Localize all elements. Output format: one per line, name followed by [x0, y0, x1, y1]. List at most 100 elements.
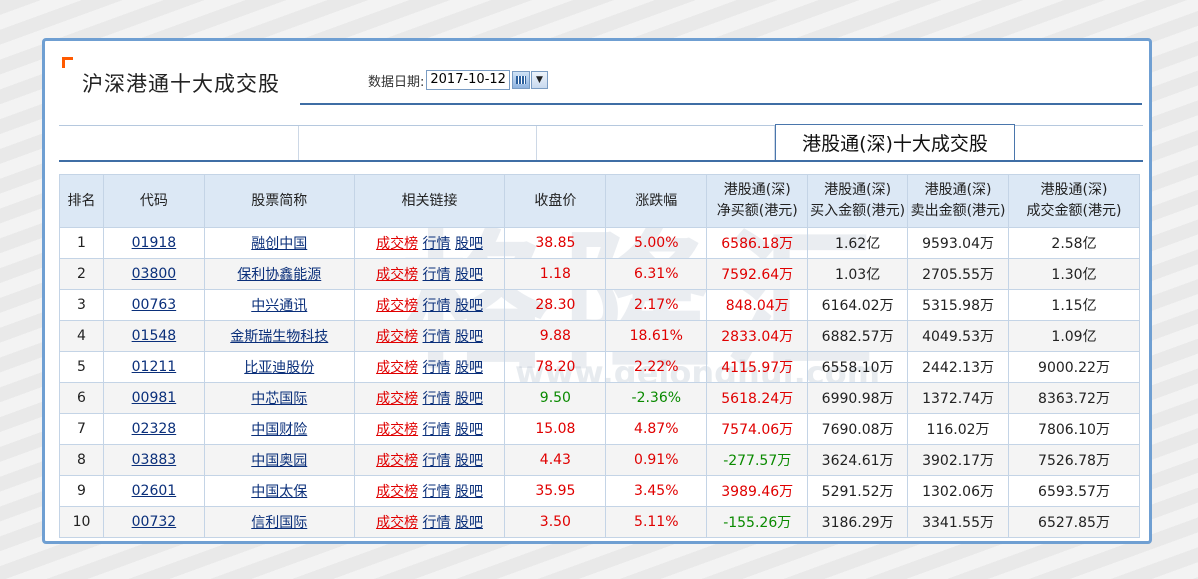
rank-cell: 6: [59, 382, 104, 414]
code-cell: 03883: [102, 444, 205, 476]
quote-link[interactable]: 行情: [422, 360, 451, 376]
table-row: 5 01211 比亚迪股份 成交榜 行情 股吧 78.20 2.22% 4115.97万 65…: [59, 351, 1140, 383]
forum-link[interactable]: 股吧: [454, 391, 483, 407]
stock-name-link[interactable]: 中芯国际: [251, 391, 308, 407]
turnover-cell: 1.09亿: [1008, 320, 1140, 352]
turnover-rank-link[interactable]: 成交榜: [376, 267, 419, 283]
close-price-cell: 9.50: [504, 382, 607, 414]
turnover-rank-link[interactable]: 成交榜: [376, 329, 419, 345]
forum-link[interactable]: 股吧: [454, 298, 483, 314]
links-cell: 成交榜 行情 股吧: [353, 413, 506, 445]
quote-link[interactable]: 行情: [422, 484, 451, 500]
quote-link[interactable]: 行情: [422, 267, 451, 283]
calendar-icon[interactable]: [511, 71, 530, 89]
turnover-rank-link[interactable]: 成交榜: [376, 236, 419, 252]
tab-hk-connect-sz[interactable]: 港股通(深)十大成交股: [775, 124, 1015, 161]
forum-link[interactable]: 股吧: [454, 422, 483, 438]
forum-link[interactable]: 股吧: [454, 484, 483, 500]
code-cell: 01918: [102, 227, 205, 259]
stock-name-link[interactable]: 比亚迪股份: [244, 360, 315, 376]
stock-code-link[interactable]: 00981: [131, 390, 177, 406]
quote-link[interactable]: 行情: [422, 329, 451, 345]
stock-code-link[interactable]: 01918: [131, 235, 177, 251]
forum-link[interactable]: 股吧: [454, 360, 483, 376]
stock-code-link[interactable]: 01548: [131, 328, 177, 344]
table-row: 6 00981 中芯国际 成交榜 行情 股吧 9.50 -2.36% 5618.24万 699…: [59, 382, 1140, 414]
tab-empty-3[interactable]: [537, 126, 775, 161]
forum-link[interactable]: 股吧: [454, 329, 483, 345]
close-price-cell: 4.43: [504, 444, 607, 476]
table-row: 2 03800 保利协鑫能源 成交榜 行情 股吧 1.18 6.31% 7592.64万 1.…: [59, 258, 1140, 290]
code-cell: 02328: [102, 413, 205, 445]
forum-link[interactable]: 股吧: [454, 453, 483, 469]
sell-amount-cell: 2442.13万: [907, 351, 1010, 383]
stock-name-link[interactable]: 金斯瑞生物科技: [230, 329, 329, 345]
stock-code-link[interactable]: 00732: [131, 514, 177, 530]
sell-amount-cell: 4049.53万: [907, 320, 1010, 352]
forum-link[interactable]: 股吧: [454, 236, 483, 252]
stock-code-link[interactable]: 01211: [131, 359, 177, 375]
stock-name-link[interactable]: 中国财险: [251, 422, 308, 438]
turnover-rank-link[interactable]: 成交榜: [376, 360, 419, 376]
table-row: 10 00732 信利国际 成交榜 行情 股吧 3.50 5.11% -155.26万 318…: [59, 506, 1140, 538]
quote-link[interactable]: 行情: [422, 515, 451, 531]
stock-code-link[interactable]: 02328: [131, 421, 177, 437]
stock-code-link[interactable]: 03883: [131, 452, 177, 468]
column-header: 港股通(深) 成交金额(港元): [1008, 174, 1140, 228]
stock-name-link[interactable]: 保利协鑫能源: [237, 267, 322, 283]
name-cell: 中兴通讯: [203, 289, 355, 321]
tab-bar: 港股通(深)十大成交股: [59, 124, 1143, 161]
buy-amount-cell: 1.03亿: [807, 258, 909, 290]
stock-code-link[interactable]: 03800: [131, 266, 177, 282]
forum-link[interactable]: 股吧: [454, 515, 483, 531]
stock-name-link[interactable]: 中国奥园: [251, 453, 308, 469]
chevron-down-icon[interactable]: ▼: [530, 71, 548, 89]
rank-cell: 4: [59, 320, 104, 352]
quote-link[interactable]: 行情: [422, 422, 451, 438]
turnover-rank-link[interactable]: 成交榜: [376, 422, 419, 438]
stock-code-link[interactable]: 00763: [131, 297, 177, 313]
turnover-rank-link[interactable]: 成交榜: [376, 391, 419, 407]
turnover-rank-link[interactable]: 成交榜: [376, 453, 419, 469]
links-cell: 成交榜 行情 股吧: [353, 382, 506, 414]
links-cell: 成交榜 行情 股吧: [353, 258, 506, 290]
buy-amount-cell: 6558.10万: [807, 351, 909, 383]
quote-link[interactable]: 行情: [422, 298, 451, 314]
column-header: 相关链接: [353, 174, 506, 228]
name-cell: 信利国际: [203, 506, 355, 538]
buy-amount-cell: 3186.29万: [807, 506, 909, 538]
quote-link[interactable]: 行情: [422, 236, 451, 252]
date-picker: 数据日期: 2017-10-12 ▼: [368, 70, 548, 90]
turnover-rank-link[interactable]: 成交榜: [376, 484, 419, 500]
tab-empty-1[interactable]: [59, 126, 299, 161]
close-price-cell: 1.18: [504, 258, 607, 290]
quote-link[interactable]: 行情: [422, 391, 451, 407]
forum-link[interactable]: 股吧: [454, 267, 483, 283]
tab-empty-2[interactable]: [299, 126, 537, 161]
buy-amount-cell: 3624.61万: [807, 444, 909, 476]
date-input[interactable]: 2017-10-12: [426, 70, 510, 90]
stock-name-link[interactable]: 信利国际: [251, 515, 308, 531]
turnover-rank-link[interactable]: 成交榜: [376, 515, 419, 531]
sell-amount-cell: 9593.04万: [907, 227, 1010, 259]
close-price-cell: 78.20: [504, 351, 607, 383]
buy-amount-cell: 6882.57万: [807, 320, 909, 352]
net-buy-cell: -155.26万: [706, 506, 809, 538]
turnover-rank-link[interactable]: 成交榜: [376, 298, 419, 314]
table-row: 1 01918 融创中国 成交榜 行情 股吧 38.85 5.00% 6586.18万 1.6…: [59, 227, 1140, 259]
quote-link[interactable]: 行情: [422, 453, 451, 469]
stock-name-link[interactable]: 中兴通讯: [251, 298, 308, 314]
change-pct-cell: 0.91%: [605, 444, 708, 476]
turnover-cell: 7526.78万: [1008, 444, 1140, 476]
net-buy-cell: -277.57万: [706, 444, 809, 476]
column-header: 收盘价: [504, 174, 607, 228]
net-buy-cell: 7574.06万: [706, 413, 809, 445]
stock-code-link[interactable]: 02601: [131, 483, 177, 499]
sell-amount-cell: 5315.98万: [907, 289, 1010, 321]
stock-name-link[interactable]: 融创中国: [251, 236, 308, 252]
code-cell: 03800: [102, 258, 205, 290]
stock-name-link[interactable]: 中国太保: [251, 484, 308, 500]
links-cell: 成交榜 行情 股吧: [353, 227, 506, 259]
change-pct-cell: 18.61%: [605, 320, 708, 352]
column-header: 排名: [59, 174, 104, 228]
